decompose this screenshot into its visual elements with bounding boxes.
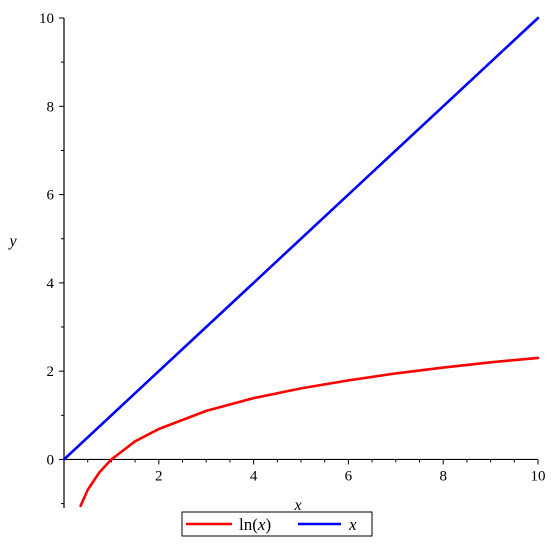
y-axis-title: y <box>7 233 17 250</box>
legend-label-ln-prefix: ln( <box>239 515 258 534</box>
legend-label-ln-var: x <box>257 515 266 534</box>
x-ticks: 2 4 6 8 10 <box>87 459 546 484</box>
x-axis-title: x <box>293 497 301 514</box>
legend-label-ln: ln(x) <box>239 515 271 534</box>
y-tick-label: 6 <box>47 188 55 204</box>
y-ticks: 0 2 4 6 8 10 <box>39 11 64 505</box>
x-tick-label: 6 <box>345 468 353 484</box>
series-layer <box>62 16 540 508</box>
legend-label-ln-suffix: ) <box>265 515 271 534</box>
legend: ln(x) x <box>181 511 373 537</box>
y-tick-label: 2 <box>47 364 55 380</box>
x-tick-label: 8 <box>439 468 447 484</box>
x-tick-label: 2 <box>155 468 163 484</box>
axes <box>63 18 538 508</box>
legend-label-x: x <box>348 515 357 534</box>
y-tick-label: 0 <box>47 452 55 468</box>
series-line-ln <box>79 356 540 508</box>
series-line-x <box>62 16 540 461</box>
y-tick-label: 4 <box>47 276 55 292</box>
x-tick-label: 4 <box>250 468 258 484</box>
y-tick-label: 10 <box>39 11 54 27</box>
y-tick-label: 8 <box>47 99 55 115</box>
x-tick-label: 10 <box>531 468 546 484</box>
